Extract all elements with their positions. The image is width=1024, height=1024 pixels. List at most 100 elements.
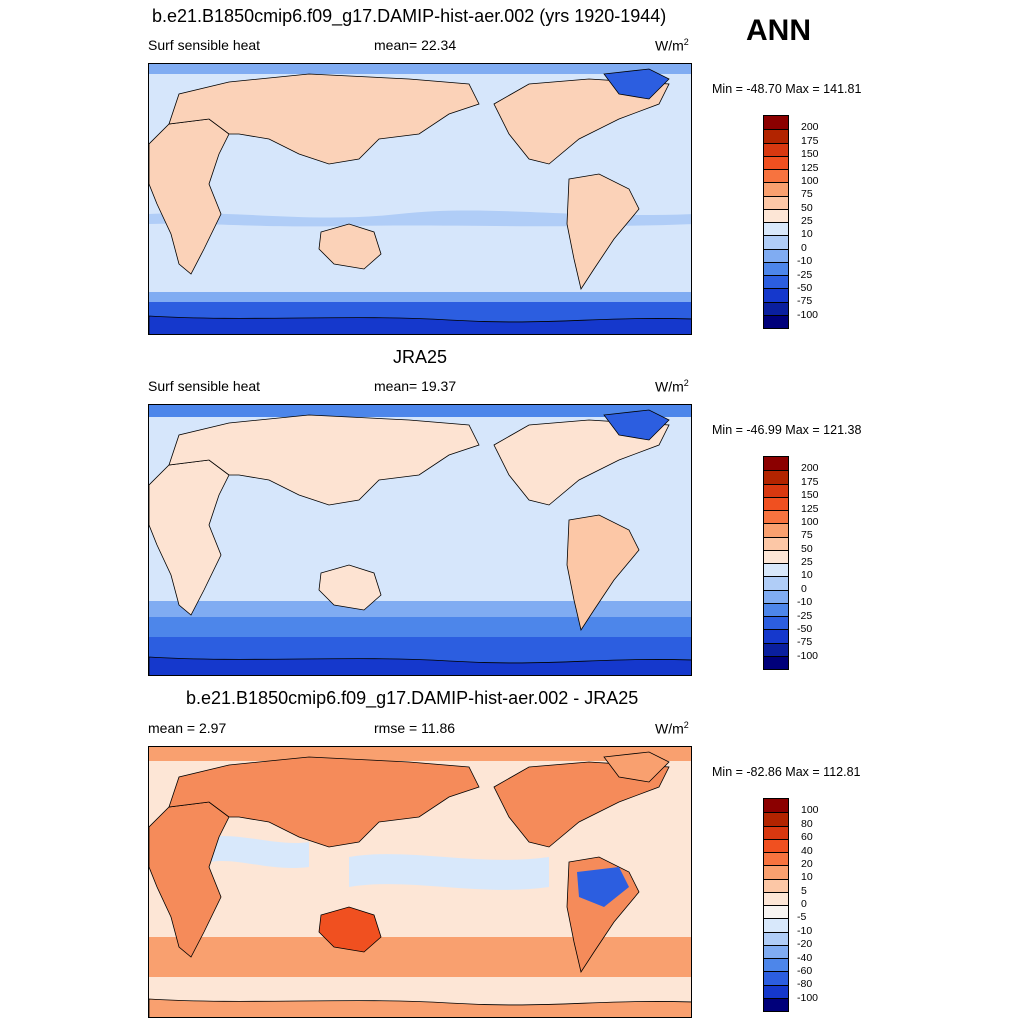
colorbar-tick-label: 40 bbox=[801, 844, 813, 857]
colorbar-swatch bbox=[764, 470, 788, 484]
colorbar-tick-label: 100 bbox=[801, 804, 819, 817]
panel1-arctic-band bbox=[149, 64, 691, 74]
colorbar-swatch bbox=[764, 852, 788, 866]
units-base: W/m bbox=[655, 378, 684, 395]
panel2-variable-label: Surf sensible heat bbox=[148, 378, 261, 394]
colorbar-tick-label: 10 bbox=[801, 871, 813, 884]
colorbar-tick-label: -25 bbox=[797, 609, 813, 622]
colorbar-swatch bbox=[764, 208, 788, 222]
panel3-australia bbox=[318, 906, 382, 953]
colorbar-swatch bbox=[764, 182, 788, 196]
panel2-antarctica bbox=[149, 656, 691, 675]
panel1-variable-label: Surf sensible heat bbox=[148, 37, 261, 53]
colorbar-tick-label: 75 bbox=[801, 188, 813, 201]
colorbar-tick-label: 125 bbox=[801, 161, 819, 174]
colorbar-tick-label: 150 bbox=[801, 489, 819, 502]
colorbar-swatch bbox=[764, 235, 788, 249]
colorbar-swatch bbox=[764, 589, 788, 603]
colorbar-tick-label: 20 bbox=[801, 857, 813, 870]
panel1-eurasia bbox=[168, 73, 480, 165]
colorbar-swatch bbox=[764, 602, 788, 616]
panel2-minmax: Min = -46.99 Max = 121.38 bbox=[712, 423, 862, 437]
colorbar-tick-label: -100 bbox=[797, 308, 819, 321]
colorbar-tick-label: 200 bbox=[801, 121, 819, 134]
colorbar-tick-label: 0 bbox=[801, 898, 807, 910]
colorbar-swatch bbox=[764, 169, 788, 183]
panel3-greenland bbox=[603, 751, 670, 783]
colorbar-swatch bbox=[764, 629, 788, 643]
panel1-continents bbox=[149, 68, 691, 334]
colorbar-tick-label: -50 bbox=[797, 281, 813, 294]
panel2-map-svg bbox=[149, 405, 691, 675]
units-exponent: 2 bbox=[683, 378, 689, 388]
colorbar-tick-label: -75 bbox=[797, 295, 813, 308]
panel1-map-svg bbox=[149, 64, 691, 334]
panel3-continents bbox=[149, 751, 691, 1017]
panel3-units: W/m2 bbox=[655, 720, 689, 737]
panel3-mean-label: mean = 2.97 bbox=[148, 720, 227, 736]
panel1-map bbox=[148, 63, 692, 335]
colorbar-swatch bbox=[764, 931, 788, 945]
colorbar-swatch bbox=[764, 944, 788, 958]
colorbar-tick-label: -50 bbox=[797, 622, 813, 635]
panel1-australia bbox=[318, 223, 382, 270]
panel2-colorbar bbox=[763, 456, 789, 670]
colorbar-swatch bbox=[764, 549, 788, 563]
colorbar-swatch bbox=[764, 958, 788, 972]
panel2-arctic-band bbox=[149, 405, 691, 417]
panel1-mean-label: mean= 22.34 bbox=[374, 37, 457, 53]
colorbar-swatch bbox=[764, 642, 788, 656]
panel3-arctic-band bbox=[149, 747, 691, 761]
colorbar-tick-label: -10 bbox=[797, 596, 813, 609]
colorbar-tick-label: 125 bbox=[801, 502, 819, 515]
colorbar-tick-label: 10 bbox=[801, 569, 813, 582]
panel1-south-america bbox=[566, 173, 640, 291]
colorbar-tick-label: 100 bbox=[801, 174, 819, 187]
colorbar-tick-label: -75 bbox=[797, 636, 813, 649]
units-exponent: 2 bbox=[683, 720, 689, 730]
panel2-title: JRA25 bbox=[393, 347, 448, 367]
colorbar-tick-label: 0 bbox=[801, 582, 807, 595]
colorbar-swatch bbox=[764, 155, 788, 169]
colorbar-swatch bbox=[764, 301, 788, 315]
panel1-southern-band bbox=[149, 292, 691, 302]
colorbar-swatch bbox=[764, 275, 788, 289]
season-label: ANN bbox=[746, 14, 811, 47]
panel3-eurasia bbox=[168, 756, 480, 848]
colorbar-swatch bbox=[764, 891, 788, 905]
colorbar-swatch bbox=[764, 838, 788, 852]
panel2-units: W/m2 bbox=[655, 378, 689, 395]
colorbar-swatch bbox=[764, 457, 788, 471]
panel3-southern-band bbox=[149, 937, 691, 977]
colorbar-tick-label: -60 bbox=[797, 964, 813, 977]
panel3-map bbox=[148, 746, 692, 1018]
colorbar-swatch bbox=[764, 222, 788, 236]
colorbar-tick-label: 50 bbox=[801, 542, 813, 555]
colorbar-tick-label: 150 bbox=[801, 148, 819, 161]
colorbar-tick-label: -40 bbox=[797, 951, 813, 964]
panel1-greenland bbox=[603, 68, 670, 100]
colorbar-swatch bbox=[764, 971, 788, 985]
colorbar-swatch bbox=[764, 984, 788, 998]
panel1-units: W/m2 bbox=[655, 37, 689, 54]
colorbar-swatch bbox=[764, 576, 788, 590]
panel3-map-svg bbox=[149, 747, 691, 1017]
colorbar-tick-label: 25 bbox=[801, 556, 813, 568]
panel1-title: b.e21.B1850cmip6.f09_g17.DAMIP-hist-aer.… bbox=[152, 6, 667, 26]
panel2-map bbox=[148, 404, 692, 676]
colorbar-tick-label: 60 bbox=[801, 831, 813, 844]
colorbar-tick-label: 175 bbox=[801, 475, 819, 488]
colorbar-tick-label: 50 bbox=[801, 201, 813, 214]
colorbar-swatch bbox=[764, 288, 788, 302]
colorbar-swatch bbox=[764, 655, 788, 669]
colorbar-tick-label: -100 bbox=[797, 991, 819, 1004]
colorbar-swatch bbox=[764, 616, 788, 630]
colorbar-tick-label: -25 bbox=[797, 268, 813, 281]
panel1-antarctica bbox=[149, 315, 691, 334]
panel3-minmax: Min = -82.86 Max = 112.81 bbox=[712, 765, 861, 779]
colorbar-tick-label: -100 bbox=[797, 649, 819, 662]
colorbar-tick-label: 175 bbox=[801, 134, 819, 147]
colorbar-tick-label: 80 bbox=[801, 817, 813, 830]
panel2-southern-band-2 bbox=[149, 617, 691, 637]
panel1-minmax: Min = -48.70 Max = 141.81 bbox=[712, 82, 862, 96]
